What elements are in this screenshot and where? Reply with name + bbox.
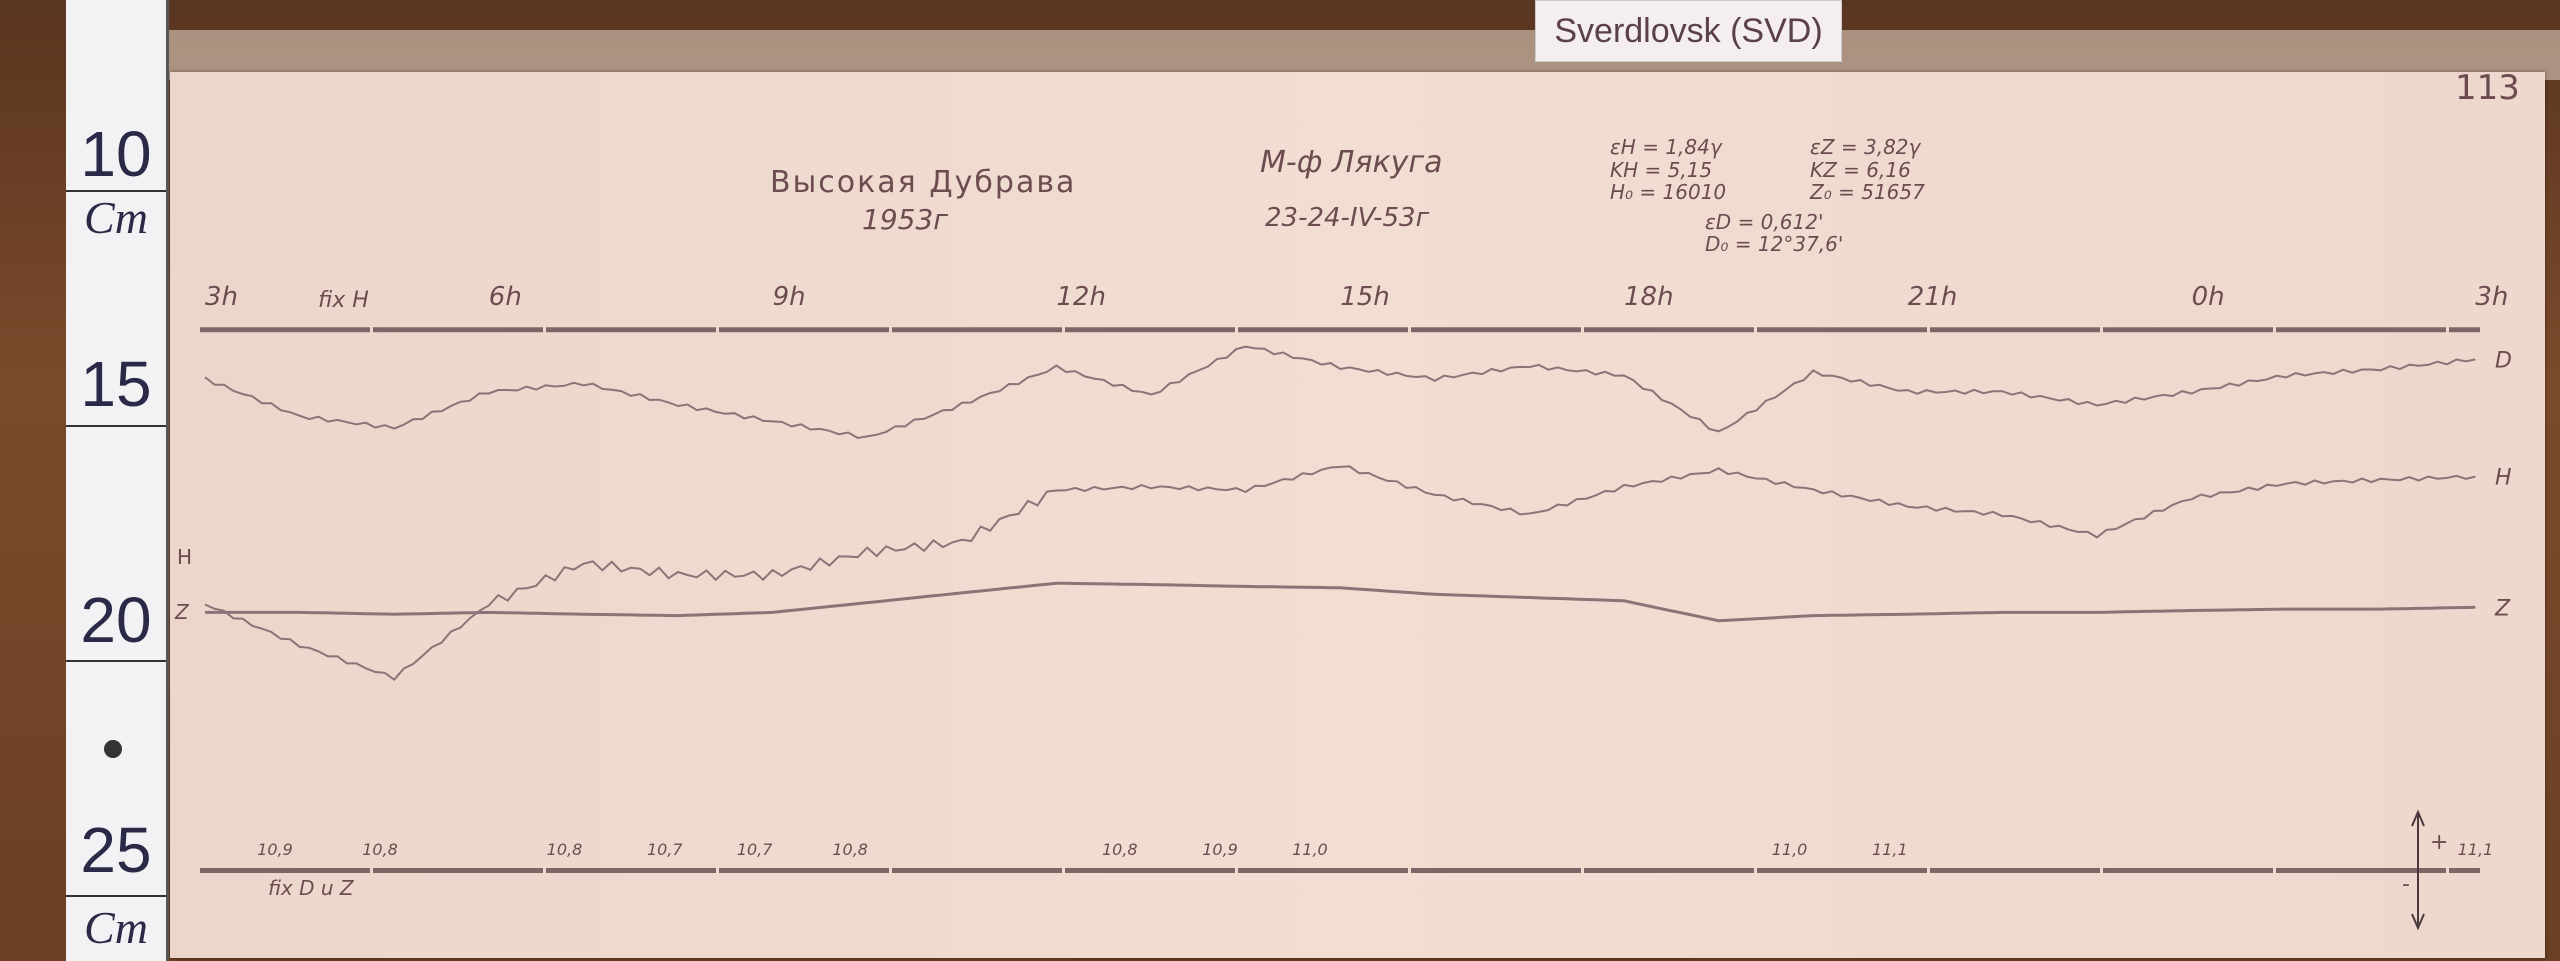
time-tick-label: 21h — [1908, 282, 1958, 312]
baseline-annotation: 10,8 — [1102, 840, 1138, 859]
time-tick-label: 12h — [1056, 282, 1106, 312]
plastic-holder — [160, 30, 2560, 80]
fix-dz-label: fix D u Z — [268, 876, 354, 900]
time-tick-label: 15h — [1340, 282, 1390, 312]
baseline-annotation: 10,8 — [547, 840, 583, 859]
baseline-annotation: 11,0 — [1292, 840, 1328, 859]
baseline-annotation: 10,9 — [257, 840, 293, 859]
ruler-tick — [66, 660, 166, 662]
ruler-mark-20: 20 — [80, 584, 152, 656]
trace-d — [204, 345, 2476, 440]
const-z0: Z₀ = 51657 — [1810, 180, 1925, 204]
const-eps-z: εZ = 3,82γ — [1810, 135, 1921, 159]
left-label-z: Z — [175, 600, 189, 624]
time-tick-label: 6h — [489, 282, 522, 312]
time-tick-label: 3h — [205, 282, 238, 312]
baseline-annotation: 10,7 — [737, 840, 773, 859]
baseline-annotation: 11,1 — [1872, 840, 1908, 859]
baseline-annotation: 10,9 — [1202, 840, 1238, 859]
trace-z — [205, 581, 2476, 623]
baseline-annotation: 10,8 — [362, 840, 398, 859]
ruler-mark-25: 25 — [80, 814, 152, 886]
baseline-annotation: 10,8 — [832, 840, 868, 859]
baseline-annotation: 10,7 — [647, 840, 683, 859]
series-label-h: H — [2495, 466, 2512, 491]
const-k-h: KH = 5,15 — [1610, 158, 1713, 182]
baseline-annotation: 11,0 — [1772, 840, 1808, 859]
const-h0: H₀ = 16010 — [1610, 180, 1727, 204]
const-eps-d: εD = 0,612' — [1705, 210, 1824, 234]
pin — [104, 740, 122, 758]
polarity-minus: - — [2402, 872, 2410, 897]
const-d0: D₀ = 12°37,6' — [1705, 232, 1844, 256]
time-tick-label: 3h — [2475, 282, 2508, 312]
series-label-d: D — [2495, 348, 2512, 373]
polarity-plus: + — [2430, 830, 2449, 855]
ruler-mark-10: 10 — [80, 118, 152, 190]
instrument: М-ф Лякуга — [1260, 145, 1443, 180]
sheet-number: 113 — [2455, 68, 2520, 108]
series-label-z: Z — [2494, 596, 2511, 621]
station-label: Sverdlovsk (SVD) — [1535, 0, 1842, 62]
baseline-annotation: 11,1 — [2458, 840, 2494, 859]
const-k-z: KZ = 6,16 — [1810, 158, 1911, 182]
ruler-tick — [66, 425, 166, 427]
ruler-tick — [66, 190, 166, 192]
ruler-tick — [66, 895, 166, 897]
date: 23-24-IV-53г — [1265, 203, 1430, 233]
arrow-heads — [2411, 809, 2425, 931]
const-eps-h: εH = 1,84γ — [1610, 135, 1722, 159]
left-label-h: H — [177, 545, 193, 569]
fix-h-label: fix H — [318, 288, 369, 313]
ruler: 10 Cm 15 20 25 Cm — [66, 0, 169, 961]
time-tick-label: 0h — [2192, 282, 2225, 312]
time-tick-label: 9h — [773, 282, 806, 312]
station-title: Высокая Дубрава — [770, 165, 1077, 200]
year: 1953г — [862, 203, 948, 236]
time-tick-label: 18h — [1624, 282, 1674, 312]
ruler-unit-bottom: Cm — [84, 902, 148, 953]
ruler-mark-15: 15 — [80, 348, 152, 420]
trace-h — [204, 465, 2476, 682]
ruler-unit: Cm — [84, 192, 148, 243]
